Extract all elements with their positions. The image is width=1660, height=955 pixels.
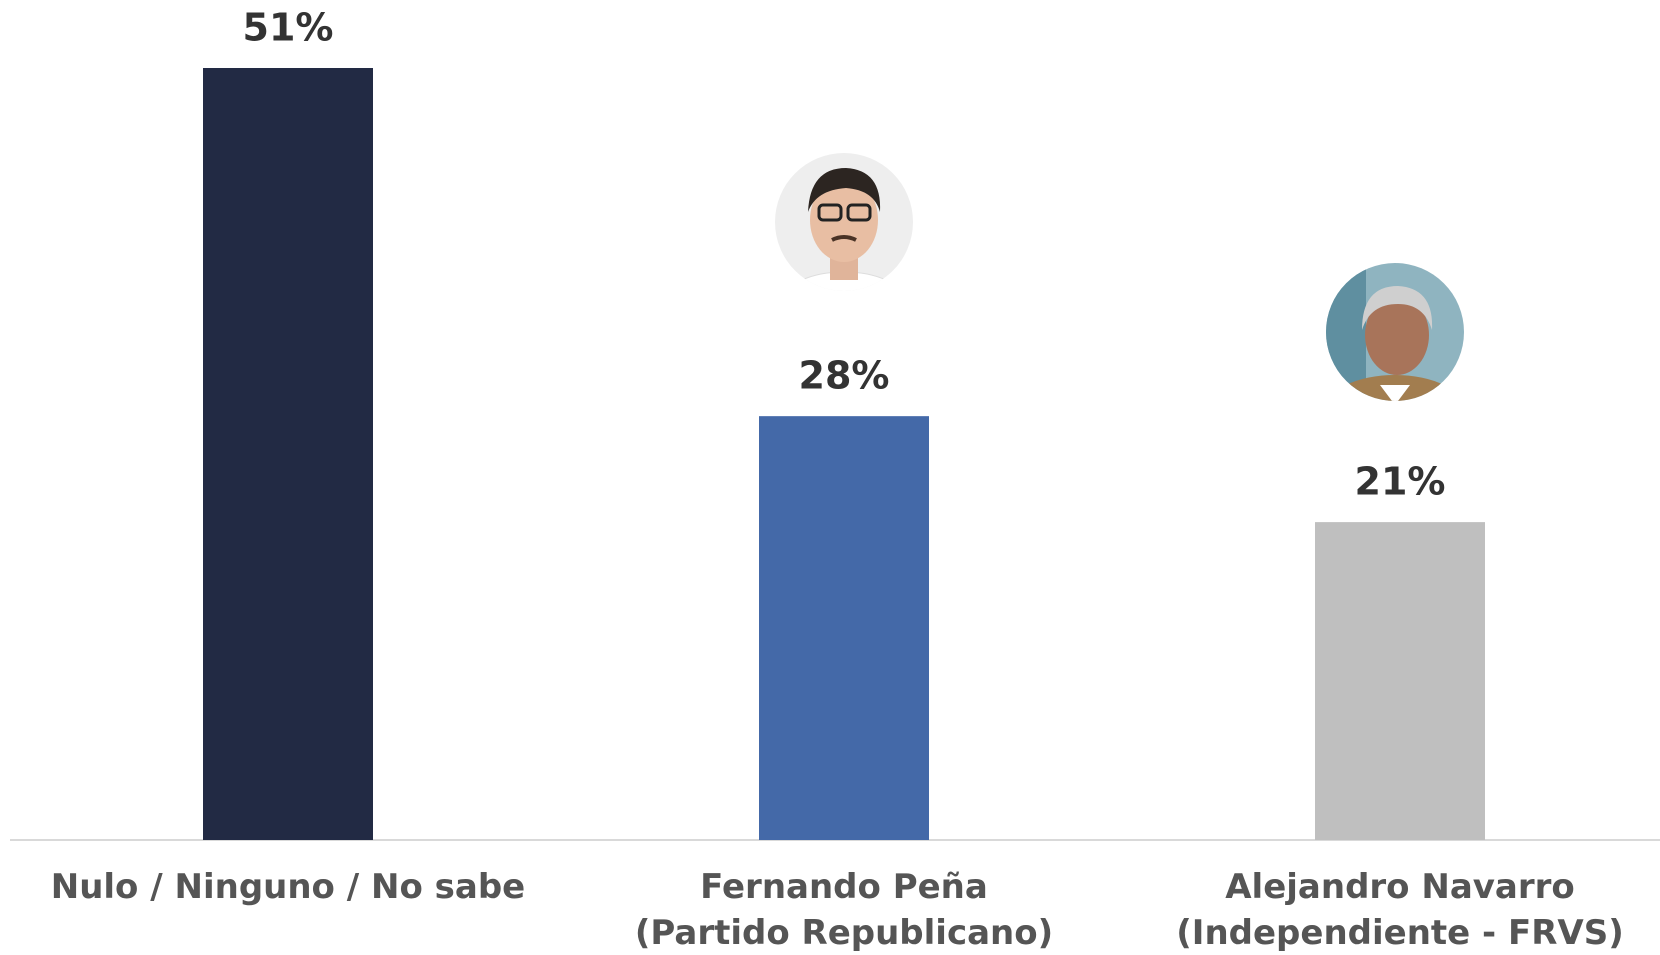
value-label: 51% bbox=[243, 6, 334, 50]
bar bbox=[203, 68, 373, 840]
category-label: Alejandro Navarro (Independiente - FRVS) bbox=[1176, 867, 1624, 953]
photo bbox=[775, 153, 913, 291]
category-label: Fernando Peña (Partido Republicano) bbox=[634, 867, 1054, 953]
bar bbox=[759, 416, 929, 840]
photo bbox=[1326, 263, 1464, 401]
value-label: 28% bbox=[799, 354, 890, 398]
bar bbox=[1315, 522, 1485, 840]
category-label: Nulo / Ninguno / No sabe bbox=[50, 867, 526, 907]
value-label: 21% bbox=[1355, 460, 1446, 504]
